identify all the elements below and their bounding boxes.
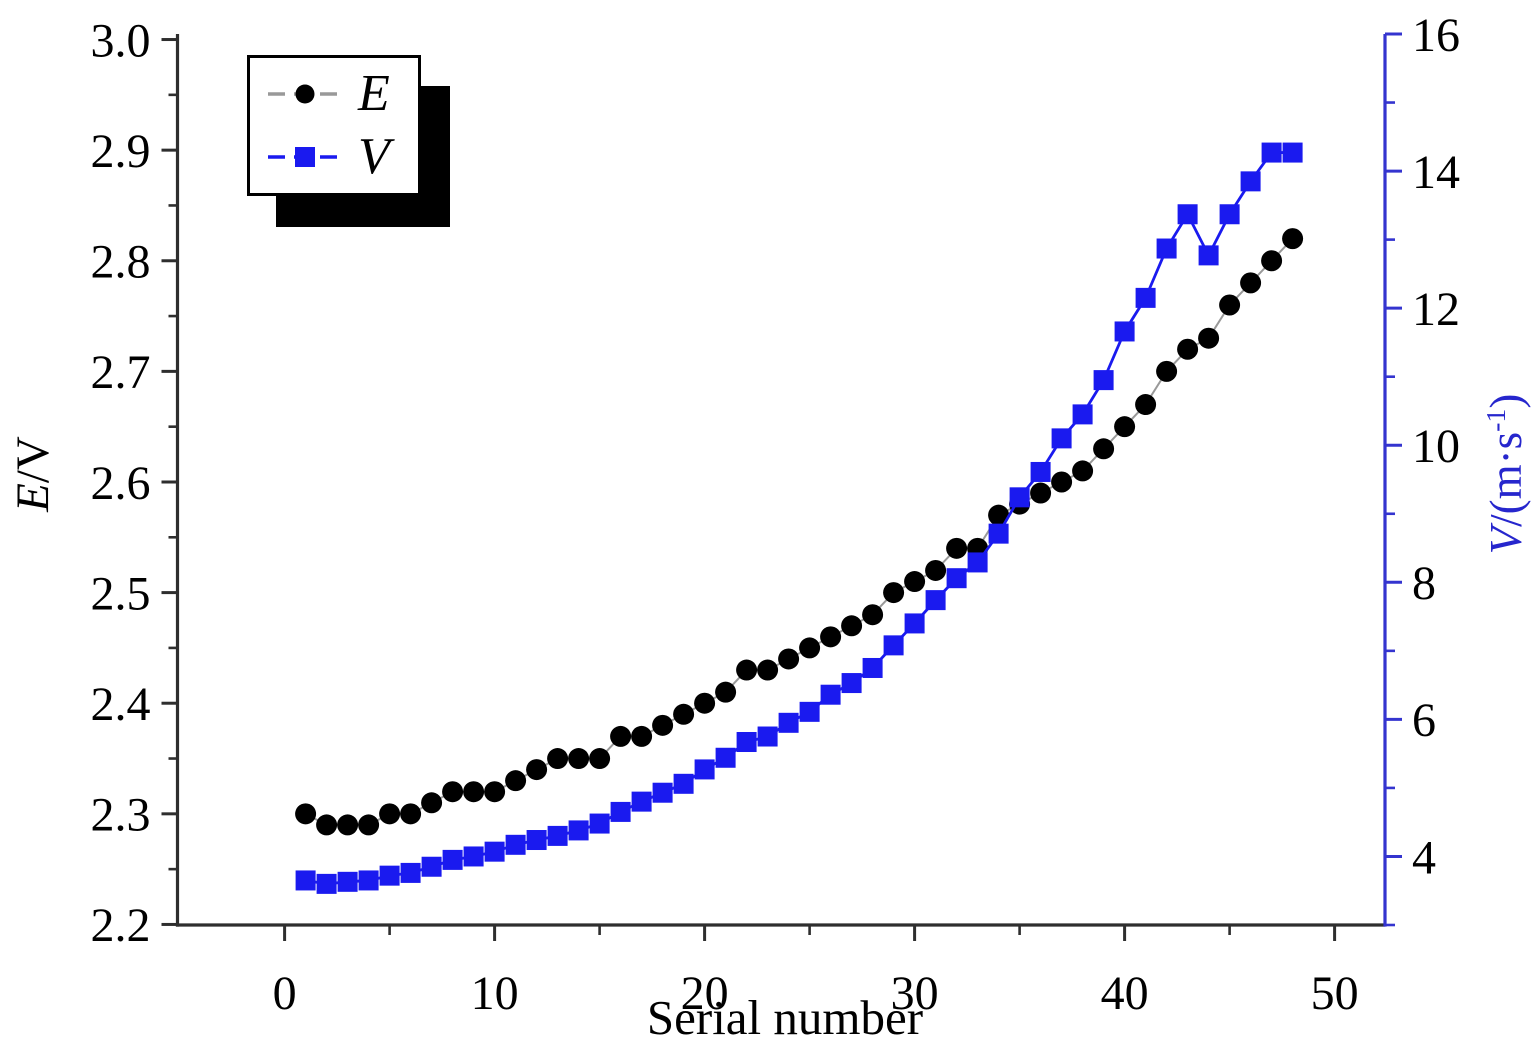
y-axis-label-left: E/V [7, 364, 59, 584]
svg-text:10: 10 [471, 967, 519, 1020]
y-right-variable: V [1481, 526, 1531, 555]
svg-text:2.4: 2.4 [91, 678, 151, 731]
legend-entry-V: V [266, 129, 418, 185]
legend: E V [247, 55, 421, 196]
svg-text:30: 30 [891, 967, 939, 1020]
svg-text:4: 4 [1412, 831, 1436, 884]
svg-text:20: 20 [681, 967, 729, 1020]
y-right-exponent: -1 [1481, 408, 1512, 432]
legend-label-V: V [358, 128, 390, 186]
legend-entry-E: E [266, 66, 418, 122]
svg-text:2.6: 2.6 [91, 457, 151, 510]
svg-text:2.9: 2.9 [91, 125, 151, 178]
svg-text:2.2: 2.2 [91, 899, 151, 952]
svg-text:40: 40 [1101, 967, 1149, 1020]
svg-text:2.3: 2.3 [91, 789, 151, 842]
svg-text:14: 14 [1412, 146, 1460, 199]
legend-marker-V-icon [268, 147, 342, 168]
svg-text:50: 50 [1311, 967, 1359, 1020]
svg-text:12: 12 [1412, 283, 1460, 336]
svg-text:2.8: 2.8 [91, 236, 151, 289]
svg-text:6: 6 [1412, 694, 1436, 747]
y-left-units: /V [7, 436, 59, 484]
legend-marker-E-icon [268, 84, 342, 104]
svg-text:2.7: 2.7 [91, 346, 151, 399]
y-left-variable: E [7, 483, 59, 512]
y-right-units-open: /(m·s [1481, 431, 1531, 527]
svg-text:3.0: 3.0 [91, 14, 151, 67]
y-right-units-close: ) [1481, 393, 1531, 409]
svg-text:8: 8 [1412, 557, 1436, 610]
svg-text:0: 0 [273, 967, 297, 1020]
x-axis-label: Serial number [646, 990, 924, 1045]
y-axis-label-right: V/(m·s-1) [1469, 319, 1531, 629]
svg-text:16: 16 [1412, 9, 1460, 62]
legend-label-E: E [358, 64, 390, 122]
svg-text:10: 10 [1412, 420, 1460, 473]
svg-text:2.5: 2.5 [91, 567, 151, 620]
